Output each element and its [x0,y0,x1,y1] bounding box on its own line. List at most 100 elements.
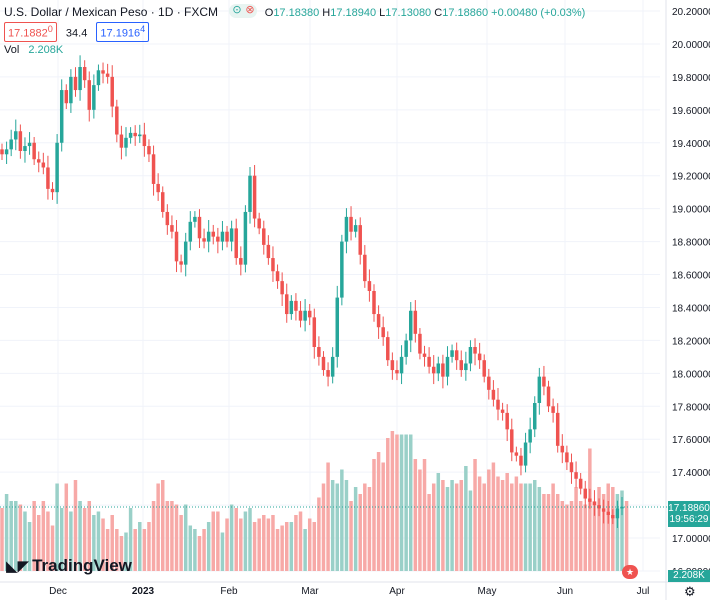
candle-body [142,134,147,147]
candle-body [399,356,404,374]
volume-bar [532,480,537,571]
candle-body [620,506,624,509]
volume-bar [284,522,289,571]
volume-bar [335,483,340,571]
volume-bar [110,515,114,571]
candle-body [165,211,170,226]
candle-body [225,231,229,242]
tradingview-logo[interactable]: ◣◤ TradingView [6,556,132,575]
candle-body [234,228,238,259]
candle-body [519,455,523,466]
volume-bar [445,487,450,571]
volume-bar [390,431,395,571]
volume-bar [248,508,252,571]
volume-bar [546,494,551,571]
buy-button[interactable]: 17.19164 [96,22,150,42]
price-axis-label: 17.00000 [672,534,710,545]
last-price-tag: 17.18860 19:56:29 [668,501,710,527]
candle-body [239,258,243,265]
volume-bar [367,487,372,571]
volume-bar [358,494,362,571]
candle-body [105,73,110,77]
candle-body [441,363,445,377]
volume-bar [174,504,179,571]
volume-bar [151,501,156,571]
volume-bar [363,483,367,571]
volume-bar [4,494,9,571]
volume-bar [262,515,266,571]
volume-bar [583,504,588,571]
candle-body [386,337,390,361]
volume-bar [78,501,82,571]
volume-bar [569,501,574,571]
volume-bar [431,483,436,571]
volume-bar [202,529,206,571]
volume-legend[interactable]: Vol 2.208K [4,44,63,56]
price-axis-label: 18.20000 [672,336,710,347]
candle-body [188,221,193,242]
price-axis-label: 19.80000 [672,73,710,84]
volume-bar [477,476,482,571]
candle-body [335,297,340,357]
volume-bar [611,487,615,571]
volume-bar [183,504,188,571]
candle-body [78,67,82,91]
settings-gear-icon[interactable]: ⚙ [684,584,696,599]
bar-countdown: 19:56:29 [669,514,709,525]
volume-bar [555,494,560,571]
volume-bar [376,452,381,571]
economic-event-flag-icon[interactable]: ★ [622,565,638,579]
price-axis-label: 18.40000 [672,303,710,314]
volume-bar [353,487,358,571]
candle-body [55,142,59,193]
volume-bar [615,494,620,571]
volume-bar [386,438,390,571]
candle-body [202,238,206,242]
candle-body [376,314,381,328]
time-axis-label: May [478,586,497,597]
candle-body [583,488,588,499]
volume-bar [408,434,413,571]
candle-body [92,85,96,110]
volume-bar [87,501,92,571]
candle-body [183,241,188,265]
volume-bar [147,522,151,571]
sell-button[interactable]: 17.18820 [4,22,57,42]
volume-bar [597,487,601,571]
candle-body [193,216,197,222]
volume-bar [574,487,578,571]
candle-body [46,167,50,189]
volume-bar [482,483,486,571]
volume-bar [50,525,55,571]
candle-body [18,131,23,151]
volume-bar [160,480,165,571]
symbol-header[interactable]: U.S. Dollar / Mexican Peso · 1D · FXCM O… [4,3,585,19]
volume-bar [156,483,160,571]
volume-bar [381,462,385,571]
candle-body [32,142,36,160]
candle-body [266,244,271,259]
candle-body [326,370,330,377]
candle-body [390,360,395,371]
candle-body [151,154,156,184]
trade-buttons: 17.18820 34.4 17.19164 [4,22,155,42]
price-axis-label: 18.80000 [672,238,710,249]
candle-body [597,505,601,509]
visibility-toggle-icon[interactable] [229,3,258,18]
candle-body [344,216,349,242]
candle-body [363,254,367,282]
volume-bar [312,522,317,571]
candle-body [248,175,252,212]
candle-body [133,132,137,137]
candle-body [206,231,211,242]
volume-bar [46,511,50,571]
volume-bar [450,480,454,571]
volume-bar [436,473,441,571]
volume-bar [565,504,569,571]
volume-bar [464,466,468,571]
symbol-title[interactable]: U.S. Dollar / Mexican Peso · 1D · FXCM [4,5,219,19]
volume-bar [344,480,349,571]
candle-body [211,231,216,237]
volume-bar [133,529,137,571]
